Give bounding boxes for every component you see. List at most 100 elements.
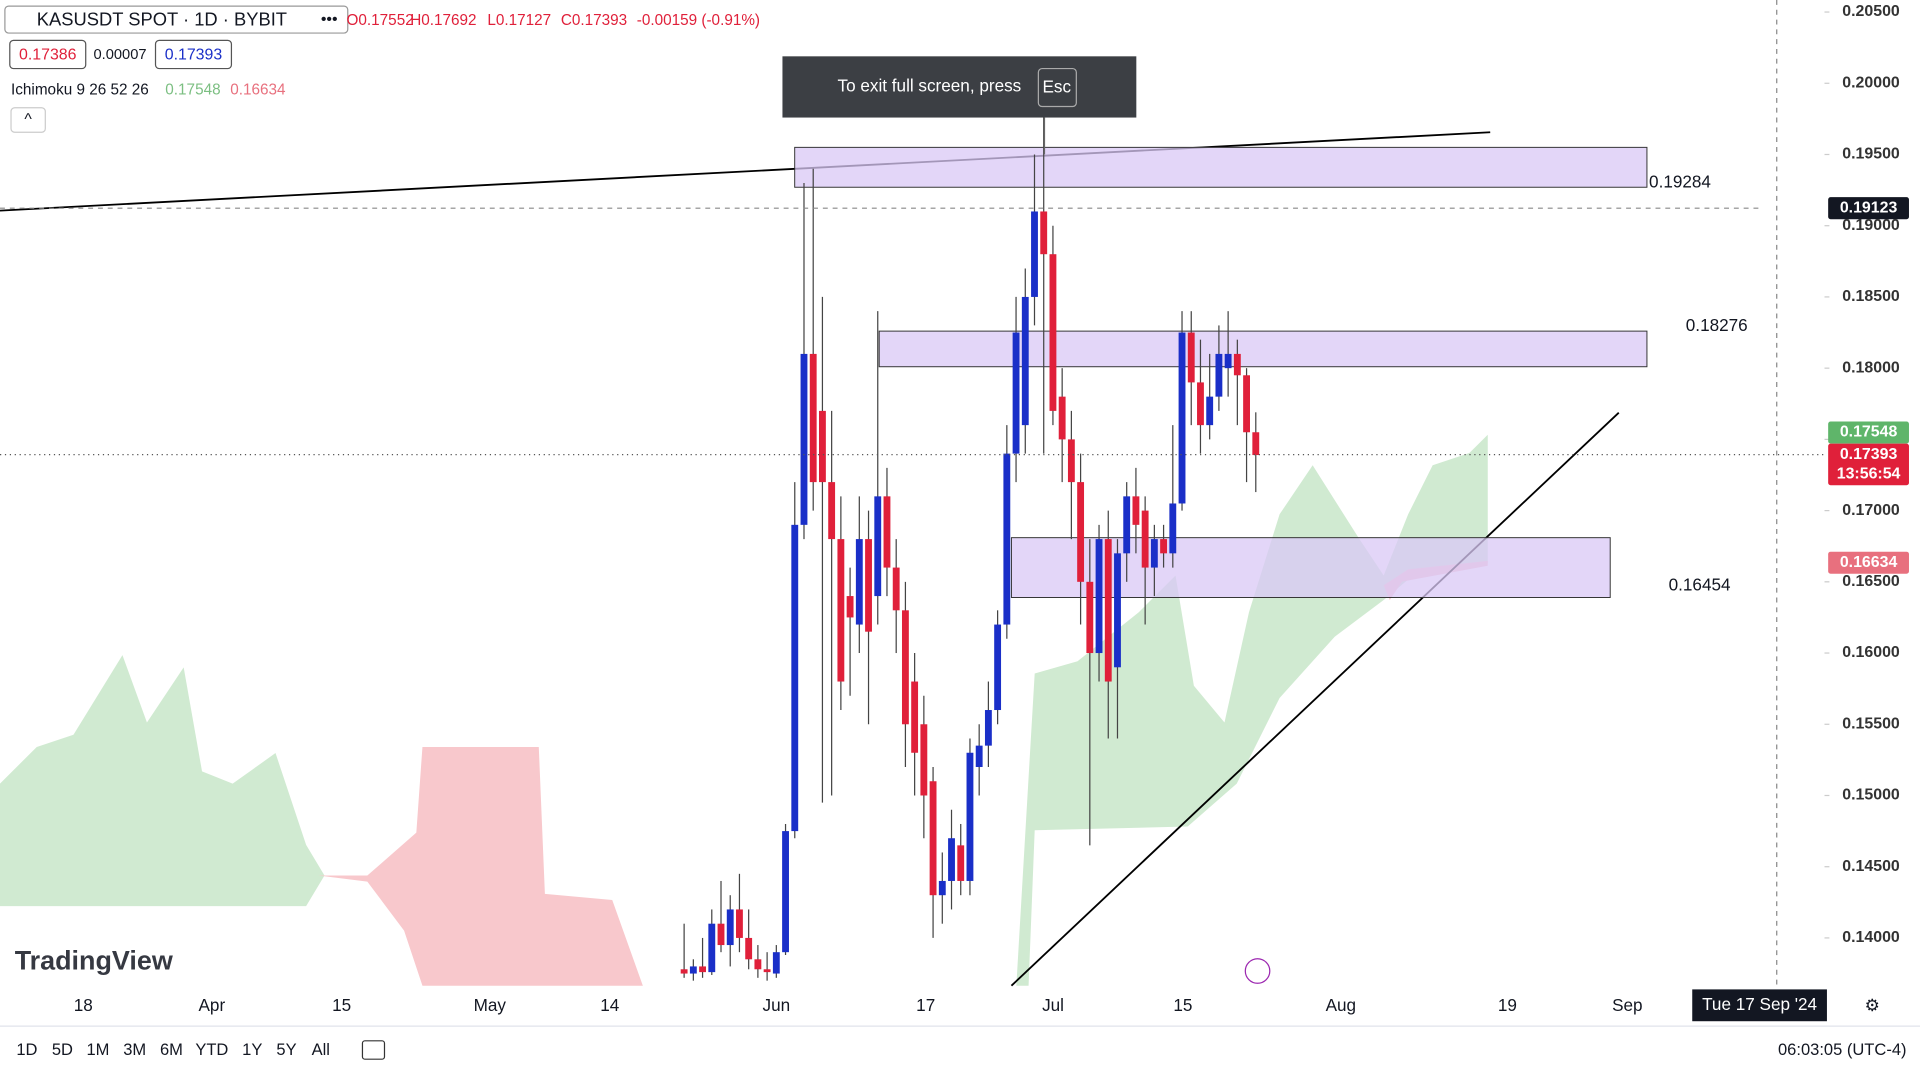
- range-button[interactable]: 5Y: [276, 1040, 296, 1059]
- candle-body: [1141, 510, 1149, 568]
- x-tick-label: 14: [600, 995, 620, 1015]
- candle-body: [938, 880, 946, 896]
- more[interactable]: •••: [321, 11, 338, 28]
- ohlc-value: -0.00159 (-0.91%): [637, 12, 760, 29]
- price-tag: [1828, 551, 1909, 574]
- candle-body: [1077, 482, 1085, 582]
- candle-body: [1169, 503, 1177, 554]
- symbol: KASUSDT SPOT · 1D · BYBIT: [37, 9, 287, 30]
- x-tick-label: Aug: [1326, 995, 1356, 1015]
- candle-body: [1123, 496, 1131, 554]
- range-button[interactable]: 3M: [123, 1040, 146, 1059]
- candle-body: [994, 624, 1002, 711]
- candle-body: [1067, 439, 1075, 483]
- candle-body: [837, 539, 845, 682]
- candle-body: [1206, 396, 1214, 426]
- candle-body: [957, 845, 965, 881]
- y-tick-label: 0.14500: [1842, 858, 1900, 875]
- x-tick-label: May: [474, 995, 507, 1015]
- x-tick-label: 17: [916, 995, 935, 1015]
- price-tag-label: 0.17548: [1840, 424, 1898, 441]
- indicator-value: 0.17548: [165, 82, 220, 99]
- event-icon[interactable]: [1244, 958, 1271, 984]
- settings[interactable]: ⚙: [1865, 995, 1880, 1015]
- trend-line: [1010, 411, 1620, 987]
- x-tick-label: 19: [1498, 995, 1517, 1015]
- y-tick-label: 0.16500: [1842, 573, 1900, 590]
- zone-label: 0.19284: [1649, 171, 1711, 191]
- zone: [794, 146, 1648, 188]
- candle-body: [1031, 211, 1038, 297]
- countdown: 13:56:54: [1837, 465, 1901, 482]
- candle-body: [699, 966, 706, 973]
- candle-body: [772, 952, 780, 974]
- x-tick-label: Sep: [1612, 995, 1642, 1015]
- candle-body: [1197, 382, 1204, 426]
- candle-body: [828, 482, 836, 540]
- cloud: [0, 655, 325, 907]
- range-button[interactable]: YTD: [195, 1040, 228, 1059]
- y-tick-label: 0.19500: [1842, 146, 1900, 163]
- collapse-button[interactable]: [10, 107, 46, 133]
- candle-body: [791, 524, 799, 832]
- range-button[interactable]: 5D: [52, 1040, 73, 1059]
- y-tick-label: 0.19000: [1842, 217, 1900, 234]
- trend-line: [0, 131, 1491, 212]
- candle-body: [689, 966, 697, 974]
- y-tick-label: 0.15500: [1842, 715, 1900, 732]
- range-button[interactable]: 1M: [86, 1040, 109, 1059]
- candle-body: [920, 724, 928, 796]
- ask-box[interactable]: [154, 39, 233, 70]
- candle-body: [1095, 539, 1103, 654]
- range-button[interactable]: 1Y: [242, 1040, 262, 1059]
- candle-body: [846, 596, 854, 618]
- crosshair-date: Tue 17 Sep '24: [1702, 994, 1817, 1014]
- ohlc-value: L0.17127: [487, 12, 551, 29]
- candle-body: [1243, 375, 1250, 433]
- candle-body: [800, 353, 808, 525]
- candle-body: [1233, 353, 1241, 376]
- range-button[interactable]: All: [312, 1040, 330, 1059]
- watermark: TradingView: [15, 946, 173, 976]
- toast-text: To exit full screen, press: [838, 75, 1022, 95]
- x-tick-label: Apr: [199, 995, 226, 1015]
- y-tick-label: 0.17000: [1842, 502, 1900, 519]
- candle-body: [1252, 432, 1260, 456]
- candle-body: [763, 969, 771, 973]
- ohlc-value: C0.17393: [561, 12, 627, 29]
- key: Esc: [1042, 77, 1071, 97]
- y-tick-label: 0.20000: [1842, 74, 1900, 91]
- candle-body: [1224, 353, 1232, 369]
- indicator: Ichimoku 9 26 52 26: [11, 82, 149, 99]
- indicator-value: 0.16634: [230, 82, 286, 99]
- candle-body: [865, 539, 872, 632]
- candle-body: [855, 539, 863, 625]
- price-tag-label: 0.16634: [1840, 554, 1898, 571]
- candle-body: [736, 909, 743, 938]
- y-tick-label: 0.16000: [1842, 644, 1900, 661]
- bid-box[interactable]: [9, 39, 87, 70]
- candle-body: [883, 496, 891, 568]
- candle-body: [966, 752, 974, 881]
- toast: [782, 56, 1137, 118]
- candle-body: [892, 567, 900, 611]
- candle-body: [1132, 496, 1140, 525]
- candle-body: [1187, 332, 1195, 383]
- candle-body: [1003, 453, 1011, 625]
- date-range-icon[interactable]: [361, 1040, 386, 1060]
- range-button[interactable]: 6M: [160, 1040, 183, 1059]
- y-tick-label: 0.18000: [1842, 359, 1900, 376]
- candle-body: [874, 496, 882, 597]
- candle-body: [984, 710, 992, 746]
- candle-body: [1160, 539, 1168, 554]
- candle-body: [1086, 581, 1094, 654]
- price-tag: [1828, 443, 1909, 486]
- y-tick-label: 0.20500: [1842, 3, 1900, 20]
- range-button[interactable]: 1D: [16, 1040, 37, 1059]
- symbol-box[interactable]: [4, 5, 349, 34]
- ohlc-value: O0.17552: [347, 12, 414, 29]
- candle-body: [819, 410, 826, 483]
- price-tag-label: 0.19123: [1840, 199, 1898, 216]
- key-box: [1037, 67, 1077, 108]
- candle-body: [1104, 539, 1112, 682]
